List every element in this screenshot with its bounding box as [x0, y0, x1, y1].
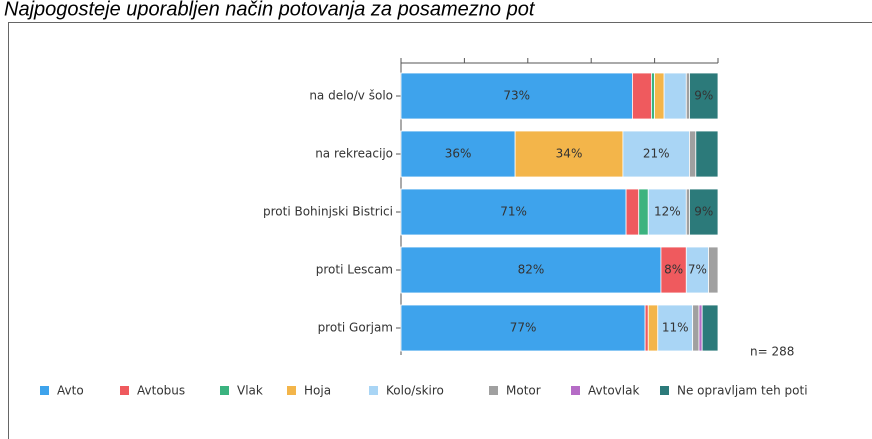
bar-segment: [689, 188, 719, 236]
bar-segment: [689, 72, 719, 120]
legend-swatch: [120, 386, 129, 395]
y-tick-label: proti Gorjam: [318, 321, 393, 335]
data-label: 73%: [503, 89, 530, 103]
bar-segment: [514, 130, 624, 178]
bar-segment: [689, 130, 697, 178]
data-label: 82%: [518, 263, 545, 277]
bar-segment: [701, 304, 719, 352]
legend-label: Hoja: [304, 384, 331, 398]
legend-swatch: [660, 386, 669, 395]
chart-title: Najpogosteje uporabljen način potovanja …: [4, 0, 536, 20]
bar-segment: [400, 304, 646, 352]
y-tick-label: na delo/v šolo: [309, 89, 393, 103]
frame: [8, 22, 872, 439]
bar-segment: [638, 188, 649, 236]
legend-swatch: [40, 386, 49, 395]
legend-label: Avtovlak: [588, 384, 639, 398]
legend-swatch: [369, 386, 378, 395]
bar-segment: [698, 304, 703, 352]
legend-label: Ne opravljam teh poti: [677, 384, 808, 398]
legend-swatch: [287, 386, 296, 395]
bar-segment: [400, 72, 633, 120]
data-label: 7%: [688, 263, 707, 277]
bar-segment: [708, 246, 719, 294]
data-label: 34%: [556, 147, 583, 161]
bar-segment: [654, 72, 665, 120]
data-label: 71%: [500, 205, 527, 219]
data-label: 8%: [664, 263, 683, 277]
bar-segment: [692, 304, 700, 352]
data-label: 36%: [445, 147, 472, 161]
bar-segment: [400, 246, 662, 294]
bar-segment: [632, 72, 652, 120]
bar-segment: [647, 188, 687, 236]
bar-segment: [695, 130, 719, 178]
bar-segment: [625, 188, 640, 236]
legend-label: Avtobus: [137, 384, 185, 398]
data-label: 21%: [643, 147, 670, 161]
data-label: 9%: [694, 205, 713, 219]
bar-segment: [685, 188, 690, 236]
data-label: 77%: [510, 321, 537, 335]
legend-label: Motor: [506, 384, 541, 398]
legend-swatch: [489, 386, 498, 395]
bar-segment: [657, 304, 694, 352]
bar-segment: [400, 188, 627, 236]
bar-segment: [660, 246, 687, 294]
legend-label: Kolo/skiro: [386, 384, 444, 398]
bar-segment: [685, 72, 690, 120]
y-tick-label: proti Lescam: [316, 263, 393, 277]
bar-segment: [651, 72, 655, 120]
legend-label: Avto: [57, 384, 84, 398]
legend-swatch: [571, 386, 580, 395]
bar-segment: [663, 72, 687, 120]
legend-label: Vlak: [237, 384, 263, 398]
data-label: 11%: [662, 321, 689, 335]
data-label: 9%: [694, 89, 713, 103]
annotation: n= 288: [750, 345, 794, 359]
data-label: 12%: [654, 205, 681, 219]
y-tick-label: na rekreacijo: [315, 147, 393, 161]
bar-segment: [622, 130, 690, 178]
legend-swatch: [220, 386, 229, 395]
y-tick-label: proti Bohinjski Bistrici: [263, 205, 393, 219]
bar-segment: [644, 304, 649, 352]
bar-segment: [647, 304, 659, 352]
